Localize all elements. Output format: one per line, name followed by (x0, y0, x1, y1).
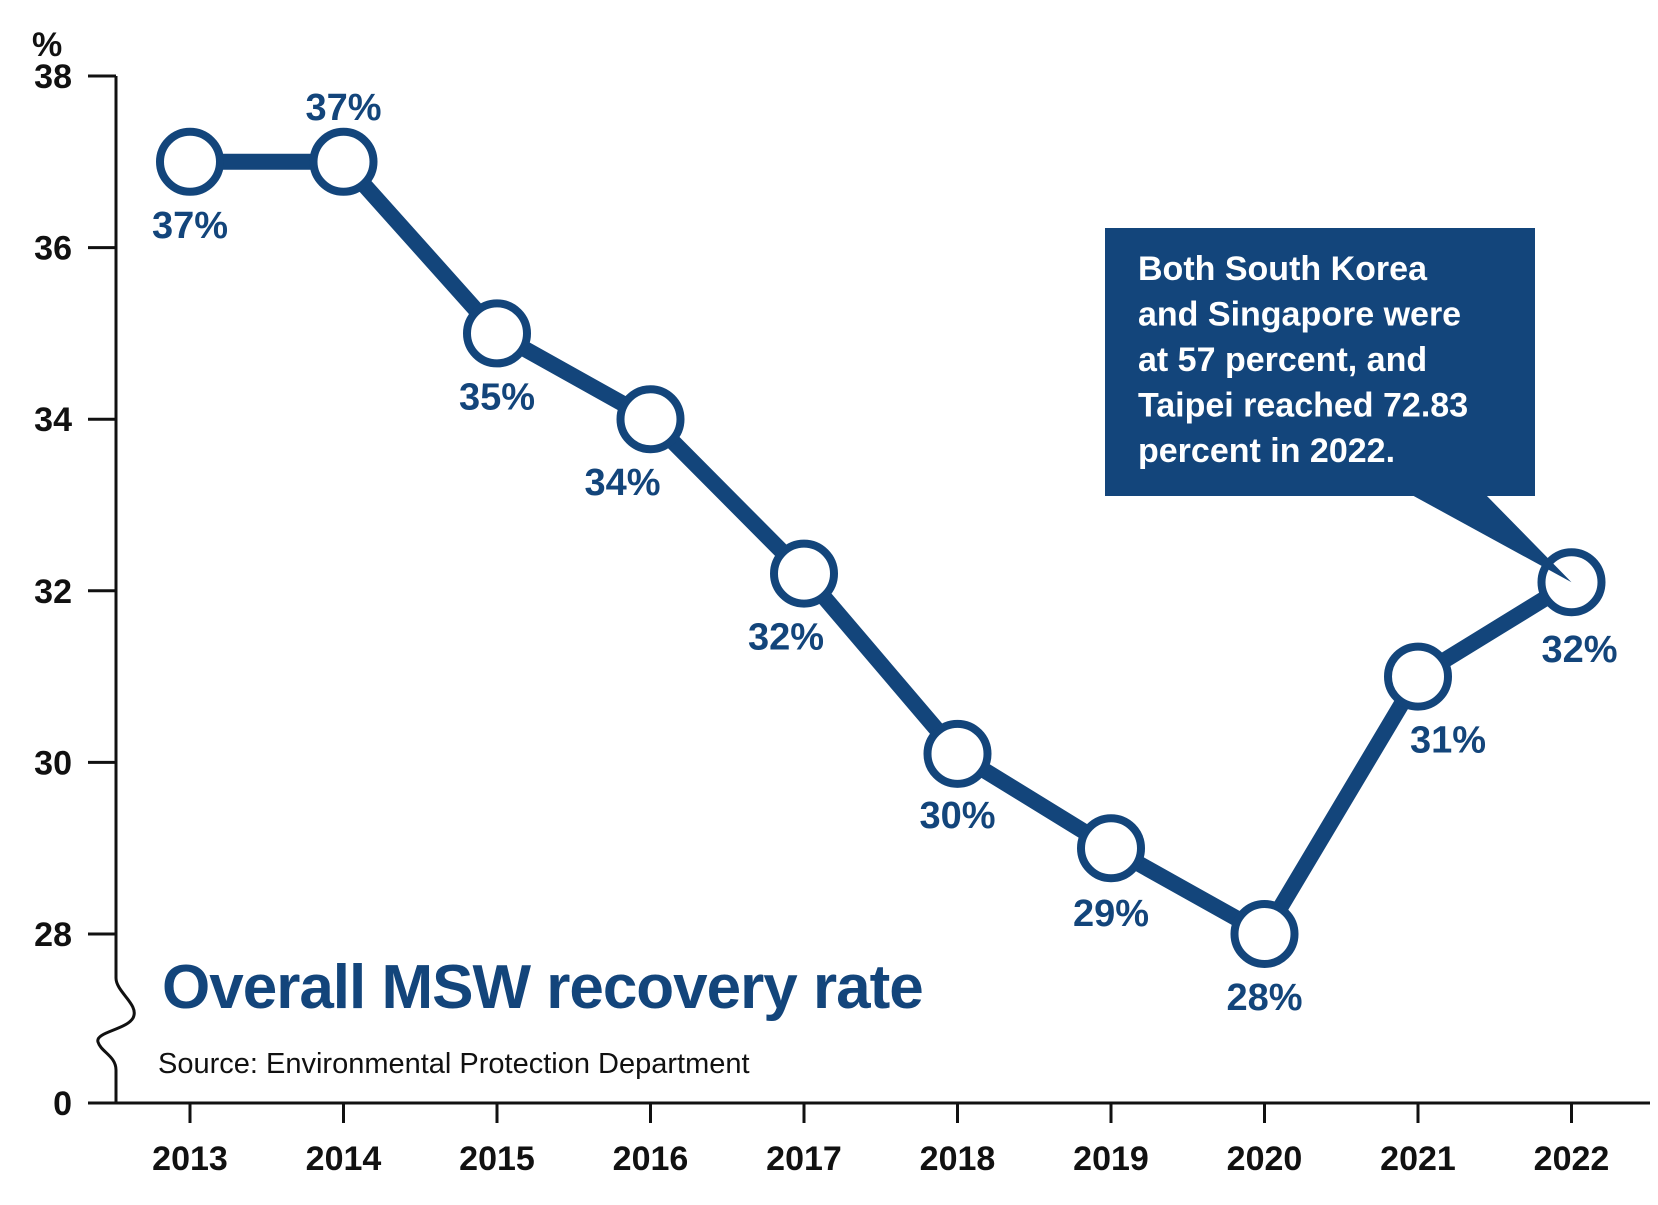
y-tick-label-32: 32 (34, 573, 72, 611)
callout-line-2: and Singapore were (1138, 296, 1461, 334)
data-label-2016: 34% (584, 462, 660, 504)
data-point-2018 (923, 719, 992, 788)
x-tick-label-2017: 2017 (766, 1140, 842, 1178)
callout-text: Both South Korea and Singapore were at 57 … (1138, 250, 1468, 470)
data-point-2014 (309, 127, 378, 196)
data-point-2020 (1230, 900, 1299, 968)
data-label-2018: 30% (919, 795, 995, 837)
x-tick-label-2013: 2013 (152, 1140, 228, 1178)
x-tick-label-2015: 2015 (459, 1140, 535, 1178)
x-axis-ticks: 2013 2014 2015 2016 2017 2018 2019 2020 2021 2022 (152, 1103, 1609, 1178)
y-axis-line (96, 76, 136, 1103)
axes: % 0 28 30 32 34 36 38 2013 2014 2015 2016 2017 2018… (32, 26, 1650, 1178)
data-point-2016 (616, 385, 685, 454)
x-tick-label-2020: 2020 (1227, 1140, 1303, 1178)
series-line (182, 153, 1580, 942)
data-label-2017: 32% (748, 617, 824, 659)
data-label-2020: 28% (1226, 977, 1302, 1019)
data-label-2021: 31% (1410, 720, 1486, 762)
x-tick-label-2019: 2019 (1073, 1140, 1149, 1178)
x-tick-label-2016: 2016 (613, 1140, 689, 1178)
data-point-2017 (770, 539, 838, 608)
callout-line-3: at 57 percent, and (1138, 341, 1427, 379)
callout-pointer (1410, 494, 1572, 583)
data-label-2013: 37% (152, 205, 228, 247)
x-tick-label-2014: 2014 (306, 1140, 382, 1178)
data-label-2022: 32% (1541, 629, 1617, 671)
annotation-callout: Both South Korea and Singapore were at 57 … (1105, 228, 1572, 583)
data-point-2019 (1077, 814, 1145, 883)
y-tick-label-0: 0 (53, 1085, 72, 1123)
data-label-2015: 35% (459, 376, 535, 418)
y-tick-label-36: 36 (34, 230, 72, 268)
y-tick-label-34: 34 (34, 401, 72, 439)
callout-line-1: Both South Korea (1138, 250, 1428, 288)
y-axis-unit-label: % (32, 26, 62, 64)
y-tick-label-28: 28 (34, 916, 72, 954)
x-tick-label-2021: 2021 (1380, 1140, 1456, 1178)
callout-box (1105, 228, 1535, 496)
data-point-2015 (463, 299, 531, 368)
chart-source: Source: Environmental Protection Departm… (158, 1048, 750, 1080)
series-line-group: 37% 37% 35% 34% 32% 30% 29% 28% 31% 32% (152, 87, 1618, 1019)
x-tick-label-2022: 2022 (1534, 1140, 1610, 1178)
data-point-2013 (156, 127, 224, 196)
data-point-2021 (1384, 642, 1452, 711)
callout-line-4: Taipei reached 72.83 (1138, 387, 1468, 425)
y-axis-ticks: 0 28 30 32 34 36 38 (34, 58, 116, 1123)
data-labels: 37% 37% 35% 34% 32% 30% 29% 28% 31% 32% (152, 87, 1618, 1019)
y-tick-label-30: 30 (34, 744, 72, 782)
chart-title: Overall MSW recovery rate (162, 953, 923, 1022)
y-tick-label-38: 38 (34, 58, 72, 96)
callout-line-5: percent in 2022. (1138, 432, 1395, 470)
data-label-2019: 29% (1073, 893, 1149, 935)
x-tick-label-2018: 2018 (920, 1140, 996, 1178)
data-points (156, 127, 1606, 968)
data-label-2014: 37% (305, 87, 381, 129)
